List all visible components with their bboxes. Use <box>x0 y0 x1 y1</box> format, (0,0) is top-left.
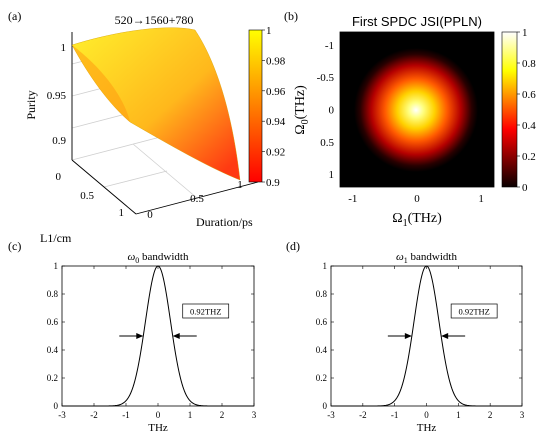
plot-title: ω1 bandwidth <box>396 251 457 265</box>
panel-b-colorbar-ticks: 0 0.2 0.4 0.6 0.8 1 <box>517 27 536 194</box>
fwhm-annotation-box <box>182 303 230 319</box>
purity-surface <box>71 27 241 181</box>
z-axis-label: Purity <box>24 90 38 119</box>
colorbar-tick-label: 1 <box>522 27 528 39</box>
z-tick-label: 1 <box>61 42 67 54</box>
fwhm-arrowhead-left <box>136 333 144 339</box>
panel-c-label: (c) <box>8 239 21 253</box>
x-tick-label: 2 <box>220 410 225 420</box>
colorbar-tick-label: 0.2 <box>522 151 536 163</box>
panel-a-title: 520→1560+780 <box>115 13 194 27</box>
panel-b-y-axis-label: Ω0(THz) <box>293 85 311 135</box>
panel-a-axes <box>71 32 259 215</box>
purity-surface-edge <box>72 45 130 122</box>
fwhm-annotation-box <box>450 303 498 319</box>
colorbar-tick-label: 0.98 <box>266 55 286 67</box>
x-tick-label: 0 <box>414 193 420 205</box>
panel-b-title: First SPDC JSI(PPLN) <box>352 14 482 29</box>
panel-a: (a) 520→1560+780 1 0.95 0.9 Puri <box>8 9 286 245</box>
x-tick-label: 3 <box>252 410 257 420</box>
x-tick-label: 1 <box>188 410 193 420</box>
fwhm-annotation: 0.92THZ <box>458 307 489 317</box>
fwhm-annotation: 0.92THZ <box>190 307 221 317</box>
colorbar-tick-label: 0.4 <box>522 120 536 132</box>
x-axis-label: Duration/ps <box>196 215 253 229</box>
panel-a-label: (a) <box>8 9 21 23</box>
colorbar-tick-label: 0.92 <box>266 147 285 159</box>
fwhm-arrowhead-left <box>404 333 412 339</box>
x-tick-label: -2 <box>90 410 98 420</box>
y-tick-label: 0.8 <box>47 289 59 299</box>
y-tick-label: 1 <box>323 261 328 271</box>
x-tick-label: 0 <box>424 410 429 420</box>
z-tick-label: 0.9 <box>52 135 66 147</box>
jsi-heatmap-peak <box>354 48 478 172</box>
panel-b-label: (b) <box>284 9 298 23</box>
panel-a-colorbar <box>248 29 263 183</box>
y-tick-label: 1 <box>54 261 59 271</box>
x-tick-label: -1 <box>348 193 357 205</box>
y-tick-label: 0.5 <box>80 190 94 202</box>
y-tick-label: 1 <box>119 207 125 219</box>
y-tick-label: 0.6 <box>316 317 328 327</box>
x-tick-label: -3 <box>58 410 66 420</box>
z-tick-label: 0.95 <box>47 90 67 102</box>
y-tick-label: 0.5 <box>320 137 334 149</box>
x-tick-label: -1 <box>122 410 130 420</box>
x-tick-label: 0.5 <box>190 193 204 205</box>
y-tick-label: 0.8 <box>316 289 328 299</box>
x-tick-label: 1 <box>478 193 484 205</box>
plot-title: ω0 bandwidth <box>128 251 189 265</box>
fwhm-arrowhead-right <box>172 333 180 339</box>
bandwidth-curve <box>331 265 522 407</box>
bandwidth-curve <box>62 265 254 407</box>
panel-d: (d) ω1 bandwidth 0 0.2 0.4 0.6 0.8 1 -3 -2 -1 0 1 2 3… <box>286 239 525 434</box>
y-tick-label: -0.5 <box>317 72 335 84</box>
panel-b-y-ticks: -1 -0.5 0 0.5 1 <box>317 40 343 181</box>
x-tick-label: 0 <box>147 209 153 221</box>
y-tick-label: 0 <box>54 401 59 411</box>
panel-c: (c) ω0 bandwidth 0 0.2 0.4 0.6 0.8 1 -3 -2 -1 0 1 2 3… <box>8 239 257 434</box>
x-axis-label: THz <box>148 422 168 434</box>
x-tick-label: 1 <box>456 410 461 420</box>
panel-a-colorbar-ticks: 0.9 0.92 0.94 0.96 0.98 1 <box>262 25 286 189</box>
colorbar-tick-label: 1 <box>266 25 272 37</box>
y-tick-label: 0 <box>323 401 328 411</box>
x-axis-label: THz <box>417 422 437 434</box>
colorbar-tick-label: 0.9 <box>266 177 280 189</box>
x-tick-label: -3 <box>327 410 335 420</box>
panel-d-label: (d) <box>286 239 300 253</box>
y-tick-label: 0 <box>329 105 335 117</box>
fwhm-arrowhead-right <box>441 333 449 339</box>
y-tick-label: 0.4 <box>316 345 328 355</box>
panel-b-x-ticks: -1 0 1 <box>348 184 484 205</box>
x-tick-label: -1 <box>391 410 399 420</box>
x-tick-label: 1 <box>237 179 243 191</box>
x-tick-label: -2 <box>359 410 367 420</box>
x-tick-label: 2 <box>488 410 493 420</box>
y-tick-label: 0.4 <box>47 345 59 355</box>
y-tick-label: -1 <box>325 40 334 52</box>
y-tick-label: 0.2 <box>316 373 327 383</box>
panel-b: (b) First SPDC JSI(PPLN) -1 -0.5 0 0.5 1 -1 0… <box>284 9 536 229</box>
colorbar-tick-label: 0 <box>522 182 528 194</box>
colorbar-tick-label: 0.96 <box>266 86 286 98</box>
x-tick-label: 0 <box>156 410 161 420</box>
x-tick-label: 3 <box>520 410 525 420</box>
y-axis-label: L1/cm <box>40 231 72 245</box>
colorbar-tick-label: 0.94 <box>266 116 286 128</box>
colorbar-tick-label: 0.6 <box>522 89 536 101</box>
colorbar-tick-label: 0.8 <box>522 58 536 70</box>
plot-frame <box>330 265 523 407</box>
y-tick-label: 0 <box>56 171 62 183</box>
panel-b-x-axis-label: Ω1(THz) <box>392 211 442 229</box>
y-tick-label: 0.6 <box>47 317 59 327</box>
plot-frame <box>61 265 255 407</box>
y-tick-label: 1 <box>329 169 335 181</box>
panel-b-colorbar <box>501 31 518 188</box>
y-tick-label: 0.2 <box>47 373 58 383</box>
